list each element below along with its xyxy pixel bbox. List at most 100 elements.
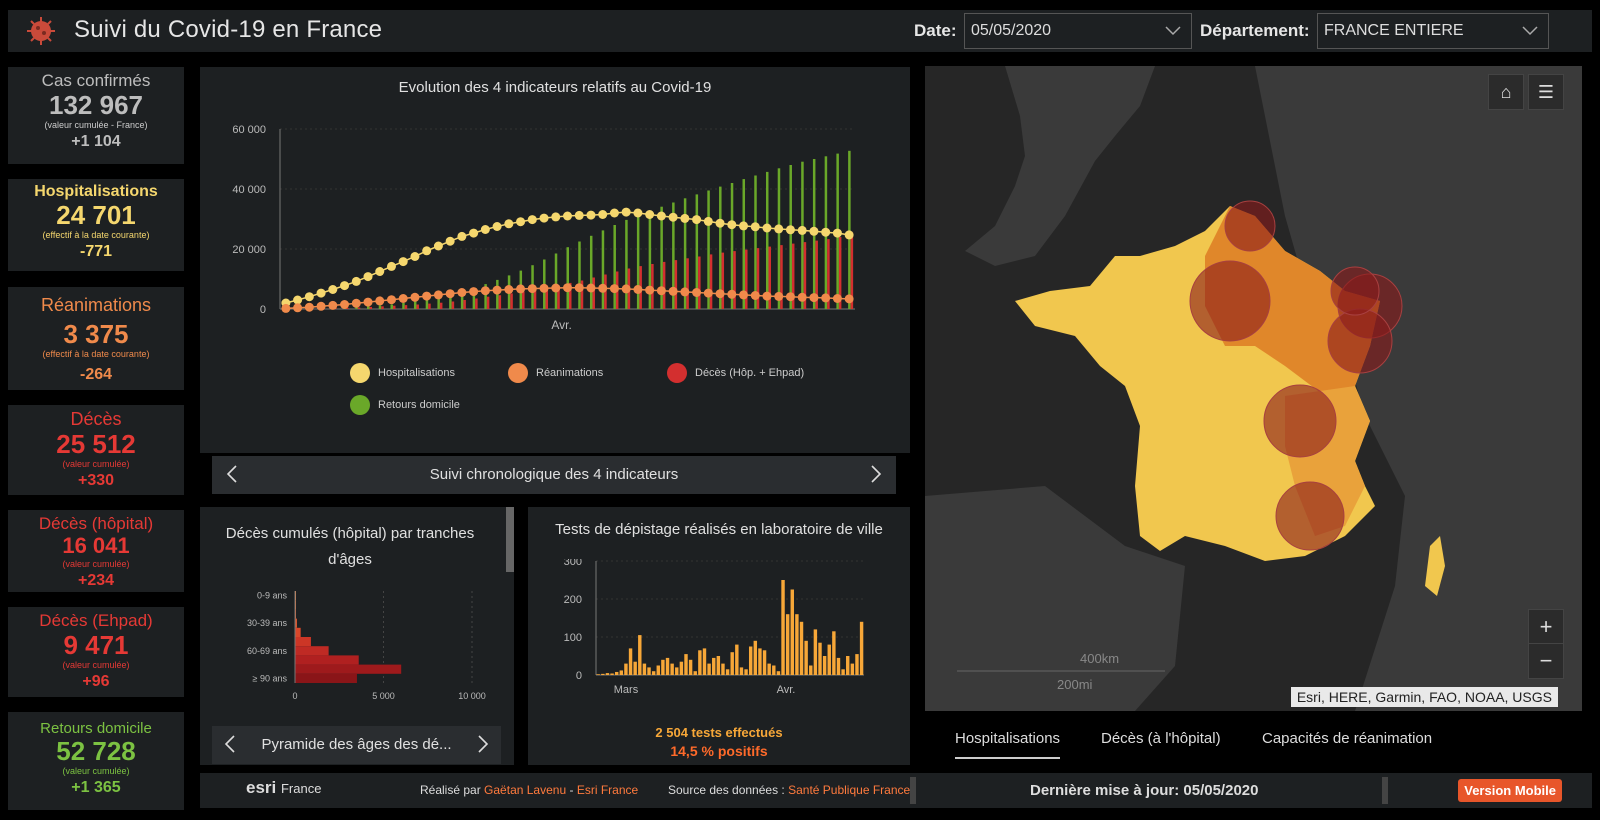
bar-deces (404, 305, 408, 309)
point-hospitalisations (832, 228, 842, 238)
point-reanimations (832, 294, 842, 303)
chevron-right-icon[interactable] (868, 464, 884, 484)
scrollbar[interactable] (506, 507, 514, 572)
bar-tests (753, 640, 758, 675)
bar-deces (486, 296, 490, 309)
org-link[interactable]: Esri France (576, 783, 639, 797)
bar-tests (836, 657, 841, 675)
esri-logo-text: esri (246, 778, 277, 797)
kpi-delta: +234 (77, 572, 115, 589)
bar-tests (781, 580, 785, 675)
point-hospitalisations (586, 210, 596, 220)
bar-deces (580, 280, 584, 309)
point-reanimations (539, 283, 549, 293)
point-hospitalisations (351, 276, 361, 286)
bar-deces (803, 242, 807, 309)
bar-tests (799, 621, 804, 675)
home-button[interactable]: ⌂ (1488, 74, 1524, 110)
dept-value: FRANCE ENTIERE (1324, 22, 1464, 39)
zoom-in-button[interactable]: + (1528, 609, 1564, 645)
esri-logo[interactable]: esri France (246, 778, 321, 798)
made-by-separator: - (569, 783, 574, 797)
bar-tests (596, 674, 600, 675)
bar-tests (702, 648, 707, 675)
point-reanimations (598, 283, 608, 293)
age-chart-panel: Décès cumulés (hôpital) par tranches d'â… (200, 507, 514, 765)
legend-label: Réanimations (536, 367, 604, 379)
point-hospitalisations (398, 257, 408, 267)
author-link[interactable]: Gaëtan Lavenu (484, 783, 567, 797)
point-reanimations (633, 285, 643, 294)
zoom-out-button[interactable]: − (1528, 643, 1564, 679)
point-hospitalisations (433, 241, 443, 251)
esri-france-text: France (280, 781, 322, 796)
bar-tests (651, 671, 656, 675)
point-hospitalisations (386, 261, 396, 271)
bar-tests (735, 644, 739, 675)
bar-tests (748, 646, 753, 675)
point-hospitalisations (293, 295, 303, 305)
legend-deces[interactable]: Décès (Hôp. + Ehpad) (667, 363, 804, 383)
scale-mi: 200mi (1057, 677, 1093, 692)
bar-tests (601, 673, 605, 675)
point-reanimations (457, 288, 467, 297)
bar-deces (381, 306, 384, 309)
point-reanimations (574, 283, 584, 293)
main-chart: 0 20 000 40 000 60 000 Avr. (232, 124, 855, 332)
tab-deces-hopital[interactable]: Décès (à l'hôpital) (1101, 730, 1221, 747)
bar-tests (772, 665, 776, 675)
legend-label: Hospitalisations (378, 367, 456, 379)
department-select[interactable]: FRANCE ENTIERE (1317, 13, 1549, 49)
point-hospitalisations (621, 207, 631, 217)
bar-tests (647, 667, 651, 675)
bar-retours-domicile (765, 171, 769, 309)
bar-deces (439, 302, 443, 309)
point-hospitalisations (527, 215, 537, 225)
y-tick-label: ≥ 90 ans (253, 673, 288, 683)
kpi-hospitalisations: Hospitalisations 24 701 (effectif à la d… (8, 179, 184, 271)
bar-deces (651, 264, 654, 309)
point-reanimations (422, 291, 432, 301)
legend-dot-icon (350, 363, 370, 383)
tab-capacites-reanimation[interactable]: Capacités de réanimation (1262, 730, 1433, 747)
mobile-version-button[interactable]: Version Mobile (1458, 779, 1562, 802)
point-reanimations (351, 298, 361, 308)
bar-age-group (295, 673, 357, 683)
legend-retours-domicile[interactable]: Retours domicile (350, 395, 460, 415)
point-reanimations (727, 289, 737, 299)
legend-hospitalisations[interactable]: Hospitalisations (350, 363, 455, 383)
bar-deces (475, 298, 478, 309)
chevron-right-icon[interactable] (475, 734, 491, 754)
y-tick-label: 0-9 ans (257, 591, 288, 601)
bar-tests (725, 669, 730, 675)
bar-tests (762, 650, 767, 675)
point-hospitalisations (304, 292, 314, 302)
bar-retours-domicile (672, 202, 675, 309)
virus-logo-icon (27, 17, 55, 45)
point-reanimations (586, 283, 596, 293)
kpi-value: 52 728 (56, 736, 136, 766)
bar-tests (675, 667, 679, 675)
chevron-left-icon[interactable] (222, 734, 238, 754)
bubble-metz (1327, 308, 1393, 374)
y-tick-label: 40 000 (232, 184, 266, 196)
france-map (925, 66, 1582, 711)
bar-tests (633, 661, 637, 675)
kpi-delta: -264 (79, 366, 113, 383)
bar-deces (721, 252, 725, 309)
source-link[interactable]: Santé Publique France (788, 783, 911, 797)
bar-retours-domicile (554, 253, 558, 309)
bar-retours-domicile (683, 198, 687, 309)
point-reanimations (516, 284, 526, 294)
date-select[interactable]: 05/05/2020 (964, 13, 1192, 49)
tab-hospitalisations[interactable]: Hospitalisations (955, 730, 1061, 759)
point-reanimations (809, 293, 819, 303)
bar-retours-domicile (636, 215, 640, 309)
chevron-left-icon[interactable] (224, 464, 240, 484)
layer-list-button[interactable]: ☰ (1528, 74, 1564, 110)
bar-tests (614, 671, 619, 675)
map-view[interactable]: ⌂ ☰ + − 400km 200mi Esri, HERE, Garmin, … (925, 66, 1582, 711)
legend-reanimations[interactable]: Réanimations (508, 363, 603, 383)
legend-label: Retours domicile (378, 399, 460, 411)
point-reanimations (621, 284, 631, 294)
